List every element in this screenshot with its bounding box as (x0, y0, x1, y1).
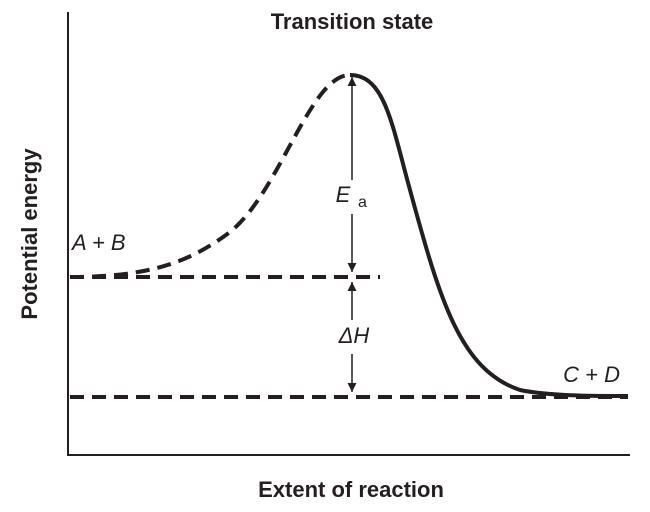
label-background (332, 180, 372, 214)
activation-energy-label: E (336, 182, 351, 207)
x-axis-label: Extent of reaction (258, 477, 444, 502)
enthalpy-label: ΔH (338, 323, 370, 348)
products-label: C + D (563, 362, 620, 387)
activation-energy-subscript: a (358, 194, 367, 211)
y-axis-label: Potential energy (17, 148, 42, 320)
title: Transition state (271, 9, 434, 34)
label-background (330, 320, 376, 354)
reactants-label: A + B (70, 230, 126, 255)
reaction-curve (349, 73, 629, 398)
